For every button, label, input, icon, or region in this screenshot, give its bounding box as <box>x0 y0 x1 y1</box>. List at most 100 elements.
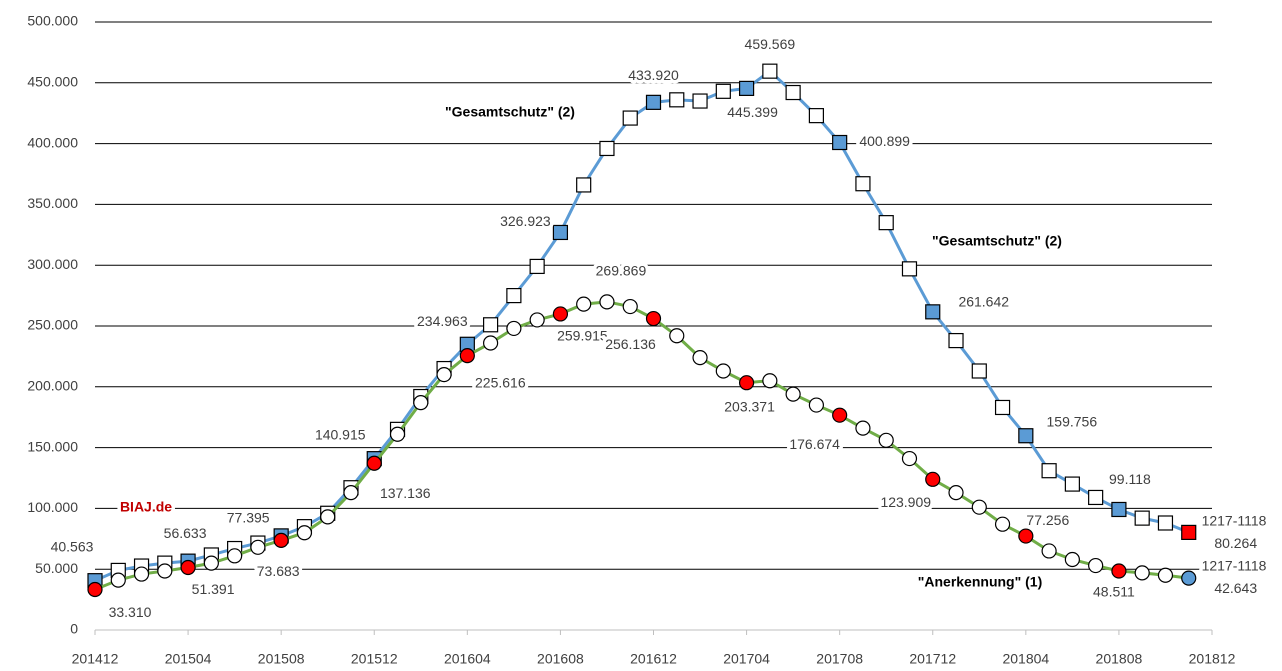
marker <box>1041 463 1057 479</box>
marker <box>576 177 592 193</box>
data-label: 123.909 <box>880 494 931 510</box>
marker <box>855 420 871 436</box>
marker <box>436 367 452 383</box>
marker <box>669 92 685 108</box>
marker <box>1111 501 1127 518</box>
marker <box>762 63 778 79</box>
annotation: 1217-1118 <box>1202 558 1267 574</box>
marker <box>669 328 685 344</box>
data-label: 261.642 <box>958 294 1009 310</box>
x-tick-label: 201504 <box>165 651 212 667</box>
marker <box>599 294 615 310</box>
data-label: 203.371 <box>724 398 775 414</box>
y-tick-label: 400.000 <box>27 134 78 150</box>
data-label: 73.683 <box>257 563 300 579</box>
marker <box>1088 489 1104 506</box>
data-label: 433.920 <box>628 67 679 83</box>
y-tick-label: 200.000 <box>27 378 78 394</box>
marker <box>1064 476 1080 492</box>
data-label: 256.136 <box>605 336 656 352</box>
marker <box>413 395 429 411</box>
marker <box>133 566 150 582</box>
marker <box>506 320 522 337</box>
marker <box>715 363 731 379</box>
marker <box>738 80 755 96</box>
y-tick-label: 0 <box>70 621 78 637</box>
x-tick-label: 201604 <box>444 651 491 667</box>
marker <box>459 348 475 364</box>
marker <box>738 375 755 391</box>
data-label: 445.399 <box>727 104 778 120</box>
x-tick-label: 201812 <box>1189 651 1236 667</box>
data-label: 51.391 <box>192 581 235 597</box>
marker <box>855 176 871 192</box>
marker <box>227 548 243 564</box>
marker <box>1157 515 1174 531</box>
marker <box>762 373 778 389</box>
marker <box>250 539 266 555</box>
data-label: 159.756 <box>1047 413 1098 429</box>
data-label: 56.633 <box>164 525 207 541</box>
x-tick-label: 201712 <box>909 651 956 667</box>
y-tick-label: 100.000 <box>27 499 78 515</box>
marker <box>529 258 545 275</box>
annotation: BIAJ.de <box>120 499 172 515</box>
x-tick-label: 201704 <box>723 651 770 667</box>
marker <box>971 499 987 515</box>
marker <box>1181 524 1197 540</box>
marker <box>948 332 964 349</box>
data-label: 42.643 <box>1214 580 1257 596</box>
y-tick-label: 50.000 <box>35 560 78 576</box>
data-label: 77.256 <box>1026 512 1069 528</box>
y-tick-label: 450.000 <box>27 74 78 90</box>
marker <box>552 224 569 241</box>
data-label: 234.963 <box>417 313 468 329</box>
marker <box>343 484 359 501</box>
annotation: 1217-1118 <box>1202 513 1267 529</box>
marker <box>483 335 499 351</box>
marker <box>645 310 662 327</box>
marker <box>529 312 545 328</box>
marker <box>576 296 592 312</box>
y-tick-label: 350.000 <box>27 195 78 211</box>
data-label: 80.264 <box>1214 535 1257 551</box>
marker <box>901 261 918 277</box>
marker <box>389 426 406 442</box>
marker <box>506 288 522 304</box>
marker <box>994 399 1011 416</box>
marker <box>1018 528 1034 544</box>
marker <box>1181 570 1197 586</box>
marker <box>483 317 499 333</box>
x-tick-label: 201612 <box>630 651 677 667</box>
x-tick-label: 201808 <box>1096 651 1143 667</box>
marker <box>1088 557 1104 574</box>
x-tick-label: 201412 <box>72 651 119 667</box>
marker <box>785 84 801 101</box>
marker <box>180 559 196 576</box>
x-tick-label: 201512 <box>351 651 398 667</box>
marker <box>157 563 173 579</box>
x-tick-label: 201508 <box>258 651 305 667</box>
marker <box>994 516 1011 532</box>
marker <box>692 93 708 109</box>
marker <box>110 572 126 588</box>
data-label: 99.118 <box>1109 471 1151 487</box>
x-tick-label: 201804 <box>1002 651 1049 667</box>
marker <box>832 134 848 151</box>
x-tick-label: 201708 <box>816 651 863 667</box>
y-tick-label: 150.000 <box>27 438 78 454</box>
data-label: 33.310 <box>109 604 152 620</box>
marker <box>832 407 848 423</box>
marker <box>552 306 569 322</box>
x-tick-label: 201608 <box>537 651 584 667</box>
annotation: "Gesamtschutz" (2) <box>932 233 1062 249</box>
marker <box>692 350 708 366</box>
marker <box>622 110 638 126</box>
marker <box>203 555 219 571</box>
data-label: 326.923 <box>500 213 551 229</box>
marker <box>1134 565 1150 581</box>
marker <box>599 140 615 157</box>
marker <box>808 108 824 124</box>
data-label: 40.563 <box>51 538 94 554</box>
series-label: "Gesamtschutz" (2) <box>445 104 575 120</box>
